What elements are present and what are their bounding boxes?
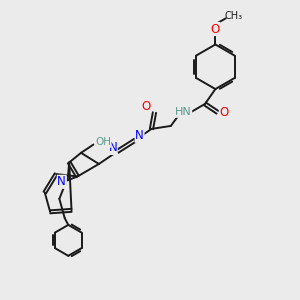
Text: CH₃: CH₃: [225, 11, 243, 21]
Text: O: O: [219, 106, 229, 119]
Text: N: N: [109, 141, 117, 154]
Text: N: N: [57, 175, 66, 188]
Text: O: O: [142, 100, 151, 112]
Text: HN: HN: [175, 107, 192, 117]
Text: O: O: [211, 22, 220, 35]
Text: N: N: [135, 129, 144, 142]
Text: OH: OH: [95, 137, 111, 147]
